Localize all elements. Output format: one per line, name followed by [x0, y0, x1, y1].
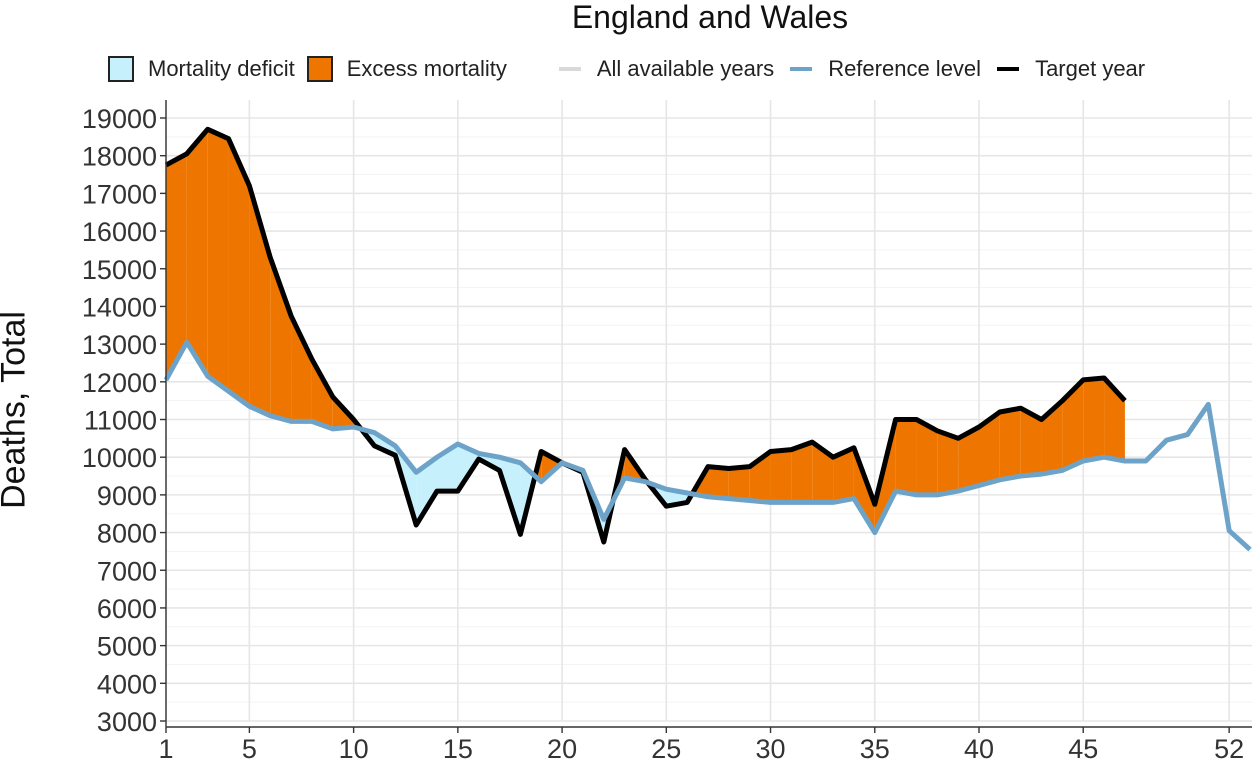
legend-item-excess-mortality: Excess mortality	[306, 56, 507, 82]
excess-mortality-area	[1020, 408, 1042, 477]
y-tick-label: 9000	[97, 481, 157, 511]
chart-title: England and Wales	[571, 0, 849, 35]
y-tick-label: 16000	[82, 217, 157, 247]
reference-level-line	[163, 339, 1252, 552]
excess-mortality-area	[958, 427, 979, 492]
y-tick-label: 8000	[97, 519, 157, 549]
legend-label-reference-level: Reference level	[828, 56, 982, 81]
excess-mortality-area	[1041, 400, 1063, 475]
excess-mortality-area	[291, 315, 312, 422]
axes: 3000400050006000700080009000100001100012…	[82, 100, 1252, 759]
excess-mortality-area	[186, 129, 208, 377]
legend-item-target-year: Target year	[997, 56, 1145, 82]
excess-mortality-area	[270, 257, 292, 422]
mortality-deficit-swatch	[108, 56, 134, 82]
excess-mortality-area	[791, 442, 813, 503]
legend-label-all-years: All available years	[596, 56, 775, 81]
y-tick-label: 14000	[82, 292, 157, 322]
excess-mortality-area	[937, 430, 959, 495]
excess-mortality-area	[728, 466, 750, 501]
legend-item-mortality-deficit: Mortality deficit	[108, 56, 295, 82]
x-tick-label: 5	[242, 734, 257, 759]
excess-mortality-area	[708, 466, 729, 499]
legend-item-reference-level: Reference level	[790, 56, 981, 82]
excess-mortality-area	[770, 449, 792, 503]
legend-item-all-years: All available years	[558, 56, 775, 82]
legend-label-target-year: Target year	[1035, 56, 1146, 81]
x-tick-label: 35	[860, 734, 890, 759]
excess-mortality-area	[812, 442, 834, 503]
x-tick-label: 20	[547, 734, 577, 759]
excess-mortality-area	[979, 411, 1000, 486]
y-tick-label: 13000	[82, 330, 157, 360]
excess-mortality-area	[1083, 378, 1105, 461]
mortality-deficit-area	[416, 457, 437, 526]
y-tick-label: 6000	[97, 594, 157, 624]
x-tick-label: 30	[756, 734, 786, 759]
x-tick-label: 25	[651, 734, 681, 759]
excess-mortality-swatch	[306, 56, 333, 82]
grid	[165, 100, 1252, 722]
y-tick-label: 11000	[84, 406, 157, 436]
y-tick-label: 5000	[97, 632, 157, 662]
excess-mortality-area	[228, 138, 250, 407]
y-tick-label: 7000	[97, 556, 157, 586]
target-year-line-swatch	[997, 67, 1020, 71]
x-tick-label: 1	[158, 734, 173, 759]
x-tick-label: 40	[964, 734, 994, 759]
x-tick-label: 10	[339, 734, 369, 759]
all-years-line-swatch	[558, 67, 581, 71]
excess-mortality-area	[895, 419, 917, 495]
y-tick-label: 17000	[82, 179, 157, 209]
excess-mortality-area	[207, 129, 229, 392]
x-tick-label: 52	[1214, 734, 1244, 759]
reference-level-line-swatch	[790, 67, 813, 71]
y-tick-label: 12000	[82, 368, 157, 398]
excess-mortality-area	[999, 408, 1021, 480]
excess-mortality-area	[916, 419, 938, 495]
excess-mortality-area	[311, 359, 333, 429]
excess-mortality-area	[1062, 379, 1084, 471]
y-tick-label: 19000	[82, 104, 157, 134]
y-tick-label: 4000	[97, 669, 157, 699]
excess-mortality-area	[1104, 378, 1125, 461]
y-tick-label: 18000	[82, 142, 157, 172]
y-tick-label: 3000	[97, 707, 157, 737]
x-tick-label: 15	[443, 734, 473, 759]
y-tick-label: 15000	[82, 255, 157, 285]
series-lines	[163, 126, 1252, 552]
legend-label-mortality-deficit: Mortality deficit	[148, 56, 295, 81]
legend: Mortality deficit Excess mortality All a…	[108, 54, 1161, 84]
legend-label-excess-mortality: Excess mortality	[346, 56, 507, 81]
y-tick-label: 10000	[82, 443, 157, 473]
excess-mortality-area	[833, 447, 854, 503]
x-tick-label: 45	[1068, 734, 1098, 759]
excess-mortality-area	[166, 153, 187, 380]
